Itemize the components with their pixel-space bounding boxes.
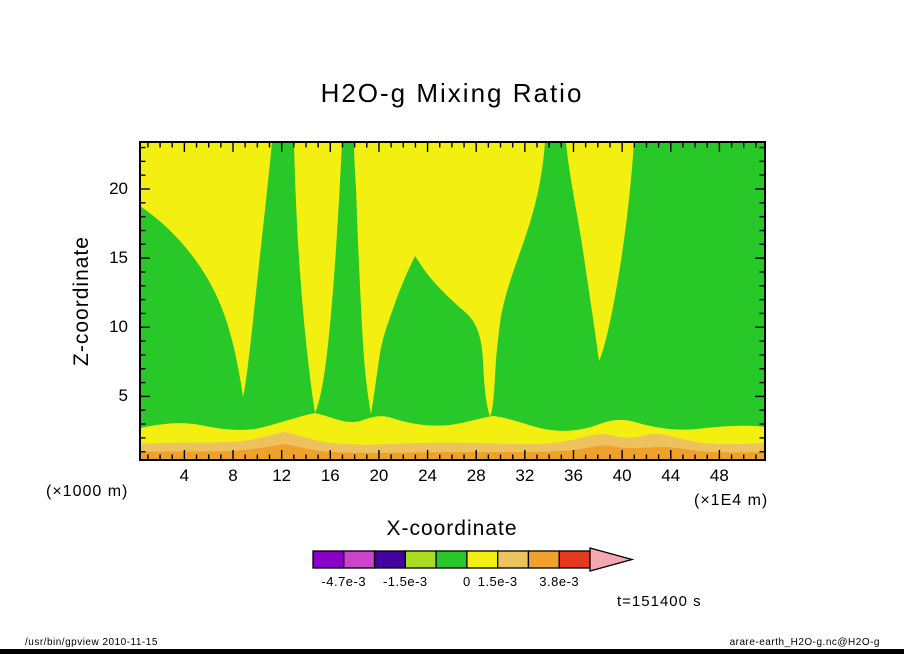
colorbar-tick-label: -4.7e-3 bbox=[321, 574, 367, 589]
x-tick-label: 32 bbox=[515, 466, 535, 485]
colorbar-cell bbox=[466, 550, 499, 569]
y-tick-label: 20 bbox=[109, 179, 128, 198]
colorbar-cell bbox=[558, 550, 591, 569]
x-tick-label: 16 bbox=[320, 466, 340, 485]
footer-command-line: /usr/bin/gpview 2010-11-15 bbox=[25, 637, 158, 648]
colorbar-cell bbox=[404, 550, 437, 569]
colorbar-cell bbox=[497, 550, 530, 569]
plot-frame bbox=[139, 141, 766, 461]
colorbar-tick-label: 1.5e-3 bbox=[477, 574, 518, 589]
x-tick-label: 28 bbox=[466, 466, 486, 485]
colorbar-cell bbox=[343, 550, 376, 569]
colorbar-tick-label: 0 bbox=[463, 574, 471, 589]
y-axis-unit-label: (×1000 m) bbox=[46, 483, 129, 500]
contour-yellow-topleft-wedge bbox=[140, 142, 272, 397]
x-tick-label: 20 bbox=[369, 466, 389, 485]
colorbar-tick-label: -1.5e-3 bbox=[382, 574, 428, 589]
colorbar bbox=[312, 547, 635, 572]
x-tick-label: 12 bbox=[272, 466, 292, 485]
footer-data-file: arare-earth_H2O-g.nc@H2O-g bbox=[729, 637, 880, 648]
contour-field bbox=[140, 142, 765, 460]
y-tick-label: 5 bbox=[118, 386, 128, 406]
x-tick-label: 8 bbox=[228, 466, 238, 485]
x-tick-label: 40 bbox=[612, 466, 632, 485]
chart-title: H2O-g Mixing Ratio bbox=[320, 78, 584, 108]
x-axis-label: X-coordinate bbox=[386, 517, 518, 540]
contour-yellow-narrow-column bbox=[294, 142, 342, 413]
colorbar-overflow-arrow bbox=[589, 547, 635, 572]
contour-yellow-right-plume bbox=[566, 142, 634, 361]
contour-orange-surface-band bbox=[140, 444, 765, 460]
x-tick-label: 4 bbox=[179, 466, 190, 485]
colorbar-cell bbox=[527, 550, 560, 569]
colorbar-tick-label: 3.8e-3 bbox=[539, 574, 580, 589]
colorbar-cell bbox=[435, 550, 468, 569]
x-tick-label: 44 bbox=[661, 466, 681, 485]
x-axis-unit-label: (×1E4 m) bbox=[694, 492, 769, 509]
x-tick-label: 48 bbox=[709, 466, 729, 485]
colorbar-cell bbox=[373, 550, 406, 569]
y-tick-label: 10 bbox=[109, 317, 128, 337]
bottom-black-bar bbox=[0, 649, 904, 654]
colorbar-cell bbox=[312, 550, 345, 569]
x-tick-label: 36 bbox=[564, 466, 583, 485]
axis-ticks bbox=[141, 143, 764, 459]
y-tick-label: 15 bbox=[109, 248, 128, 268]
x-tick-label: 24 bbox=[418, 466, 438, 485]
time-annotation: t=151400 s bbox=[617, 593, 702, 610]
contour-yellow-central-mass bbox=[354, 142, 545, 417]
